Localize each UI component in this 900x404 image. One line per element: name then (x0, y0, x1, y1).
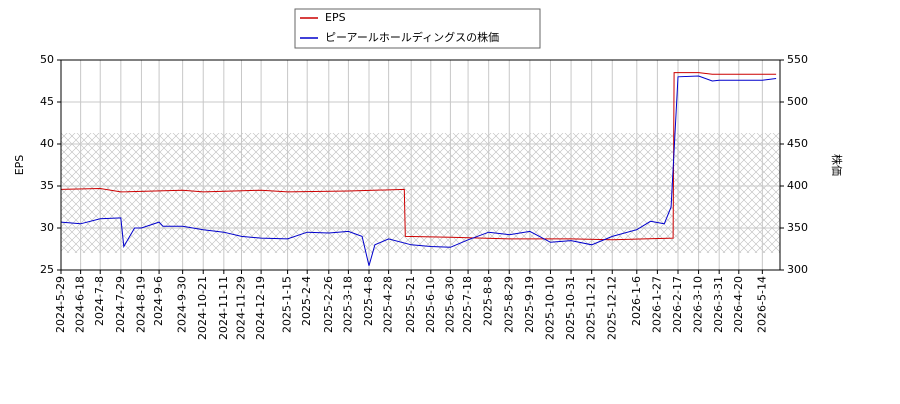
x-tick-label: 2024-8-19 (134, 276, 147, 333)
y2-tick-label: 350 (787, 221, 808, 234)
y-tick-label: 40 (40, 137, 54, 150)
y2-tick-label: 550 (787, 53, 808, 66)
x-tick-label: 2025-1-15 (281, 276, 294, 333)
y-tick-label: 30 (40, 221, 54, 234)
x-tick-label: 2024-10-21 (196, 276, 209, 340)
x-tick-label: 2025-9-19 (523, 276, 536, 333)
x-tick-label: 2024-9-6 (152, 276, 165, 326)
x-tick-label: 2025-4-28 (382, 276, 395, 333)
hatched-band (61, 133, 780, 253)
x-tick-label: 2026-1-27 (650, 276, 663, 333)
x-tick-label: 2025-12-12 (605, 276, 618, 340)
x-tick-label: 2026-3-31 (712, 276, 725, 333)
x-tick-label: 2024-11-11 (217, 276, 230, 340)
plot-frame (60, 59, 781, 271)
y-tick-label: 50 (40, 53, 54, 66)
x-tick-label: 2026-5-14 (755, 276, 768, 333)
x-tick-label: 2025-2-26 (322, 276, 335, 333)
legend (294, 8, 541, 49)
x-tick-label: 2026-4-20 (732, 276, 745, 333)
y-tick-label: 35 (40, 179, 54, 192)
x-tick-label: 2024-7-8 (93, 276, 106, 326)
x-tick-label: 2024-11-29 (234, 276, 247, 340)
x-tick-label: 2025-8-8 (482, 276, 495, 326)
x-tick-label: 2024-7-29 (114, 276, 127, 333)
x-tick-label: 2025-7-18 (461, 276, 474, 333)
x-tick-label: 2025-10-31 (564, 276, 577, 340)
x-tick-label: 2024-5-29 (54, 276, 67, 333)
legend-label: ピーアールホールディングスの株価 (325, 30, 499, 44)
x-tick-label: 2024-12-19 (254, 276, 267, 340)
x-tick-label: 2026-2-17 (671, 276, 684, 333)
x-tick-label: 2025-10-10 (543, 276, 556, 340)
y-tick-label: 25 (40, 263, 54, 276)
y2-tick-label: 450 (787, 137, 808, 150)
y2-tick-label: 300 (787, 263, 808, 276)
series-line (60, 72, 777, 241)
x-tick-label: 2025-3-18 (341, 276, 354, 333)
x-tick-label: 2026-3-10 (692, 276, 705, 333)
legend-label: EPS (325, 11, 346, 24)
x-tick-label: 2025-6-30 (443, 276, 456, 333)
x-tick-label: 2025-11-21 (585, 276, 598, 340)
x-tick-label: 2025-8-29 (502, 276, 515, 333)
x-tick-label: 2025-2-4 (300, 276, 313, 326)
y2-tick-label: 500 (787, 95, 808, 108)
y-tick-label: 45 (40, 95, 54, 108)
x-tick-label: 2026-1-6 (630, 276, 643, 326)
series-line (60, 75, 777, 266)
y-axis-label: EPS (13, 155, 26, 176)
x-tick-label: 2025-6-10 (424, 276, 437, 333)
x-tick-label: 2024-6-18 (74, 276, 87, 333)
x-tick-label: 2025-4-8 (362, 276, 375, 326)
y2-axis-label: 株価 (830, 154, 844, 176)
y2-tick-label: 400 (787, 179, 808, 192)
x-tick-label: 2025-5-21 (404, 276, 417, 333)
x-tick-label: 2024-9-30 (176, 276, 189, 333)
